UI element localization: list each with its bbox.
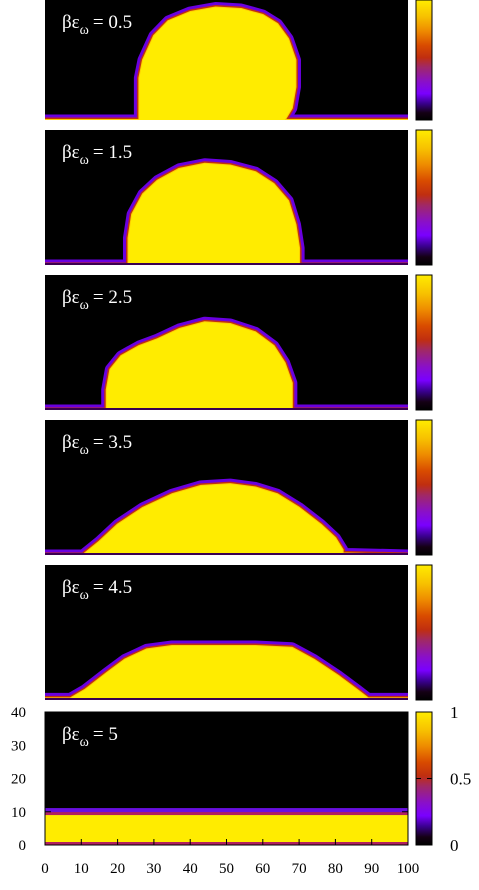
panel-4: βεω = 3.5 — [45, 420, 408, 555]
x-tick-label: 90 — [364, 861, 379, 877]
colorbar-gradient — [415, 129, 433, 266]
colorbar-3 — [415, 274, 433, 411]
y-tick-label: 40 — [11, 705, 26, 721]
colorbar-gradient — [415, 419, 433, 556]
substrate-line — [45, 698, 408, 700]
droplet-core — [45, 484, 408, 555]
droplet-core — [45, 646, 408, 700]
panel-label-prefix: βε — [62, 287, 80, 308]
substrate-line — [45, 263, 408, 265]
colorbar-gradient — [415, 0, 433, 121]
colorbar-tick-label: 1 — [450, 703, 459, 722]
panel-label-subscript: ω — [80, 153, 89, 168]
panel-1: βεω = 0.5 — [45, 0, 408, 120]
panel-label-value: = 5 — [93, 724, 118, 745]
colorbar-1 — [415, 0, 433, 121]
panel-label-prefix: βε — [62, 577, 80, 598]
panel-label-value: = 1.5 — [93, 142, 132, 163]
panel-label-prefix: βε — [62, 12, 80, 33]
panel-label-value: = 4.5 — [93, 577, 132, 598]
droplet-core — [45, 163, 408, 265]
panel-label-subscript: ω — [80, 443, 89, 458]
panel-3: βεω = 2.5 — [45, 275, 408, 410]
droplet-core — [45, 322, 408, 410]
x-tick-label: 60 — [255, 861, 270, 877]
panel-label-prefix: βε — [62, 432, 80, 453]
panel-label-subscript: ω — [80, 23, 89, 38]
panel-5: βεω = 4.5 — [45, 565, 408, 700]
x-tick-label: 20 — [110, 861, 125, 877]
substrate-line — [45, 553, 408, 555]
y-tick-label: 0 — [19, 838, 27, 854]
panel-label: βεω = 3.5 — [62, 432, 132, 458]
panel-label-subscript: ω — [80, 588, 89, 603]
panel-label-prefix: βε — [62, 142, 80, 163]
panel-label: βεω = 4.5 — [62, 577, 132, 603]
colorbar-tick-label: 0 — [450, 836, 459, 855]
x-tick-label: 0 — [41, 861, 49, 877]
droplet-core — [45, 7, 408, 120]
x-tick-label: 40 — [183, 861, 198, 877]
colorbar-gradient — [415, 274, 433, 411]
y-tick-label: 30 — [11, 738, 26, 754]
x-tick-label: 100 — [397, 861, 420, 877]
x-tick-label: 80 — [328, 861, 343, 877]
panel-label-prefix: βε — [62, 724, 80, 745]
panel-label-value: = 2.5 — [93, 287, 132, 308]
panel-label: βεω = 2.5 — [62, 287, 132, 313]
panel-label: βεω = 0.5 — [62, 12, 132, 38]
panel-label-subscript: ω — [80, 298, 89, 313]
y-tick-label: 20 — [11, 772, 26, 788]
x-tick-label: 30 — [146, 861, 161, 877]
panel-label-value: = 3.5 — [93, 432, 132, 453]
panel-label-value: = 0.5 — [93, 12, 132, 33]
panel-label: βεω = 5 — [62, 724, 118, 750]
colorbar-tick-label: 0.5 — [450, 770, 471, 789]
colorbar-2 — [415, 129, 433, 266]
axes: 0 10 20 30 40 50 60 70 80 90 100 0 10 20 30 40 0 0.5 1 — [11, 703, 471, 877]
x-tick-label: 70 — [292, 861, 307, 877]
panel-label: βεω = 1.5 — [62, 142, 132, 168]
y-tick-label: 10 — [11, 805, 26, 821]
panel-label-subscript: ω — [80, 735, 89, 750]
colorbar-5 — [415, 564, 433, 701]
panel-6: βεω = 5 — [45, 712, 408, 845]
substrate-line — [45, 408, 408, 410]
panel-2: βεω = 1.5 — [45, 130, 408, 265]
film-interface-mid — [45, 812, 408, 817]
colorbars — [415, 0, 433, 846]
x-tick-label: 50 — [219, 861, 234, 877]
x-tick-label: 10 — [74, 861, 89, 877]
colorbar-gradient — [415, 564, 433, 701]
colorbar-4 — [415, 419, 433, 556]
